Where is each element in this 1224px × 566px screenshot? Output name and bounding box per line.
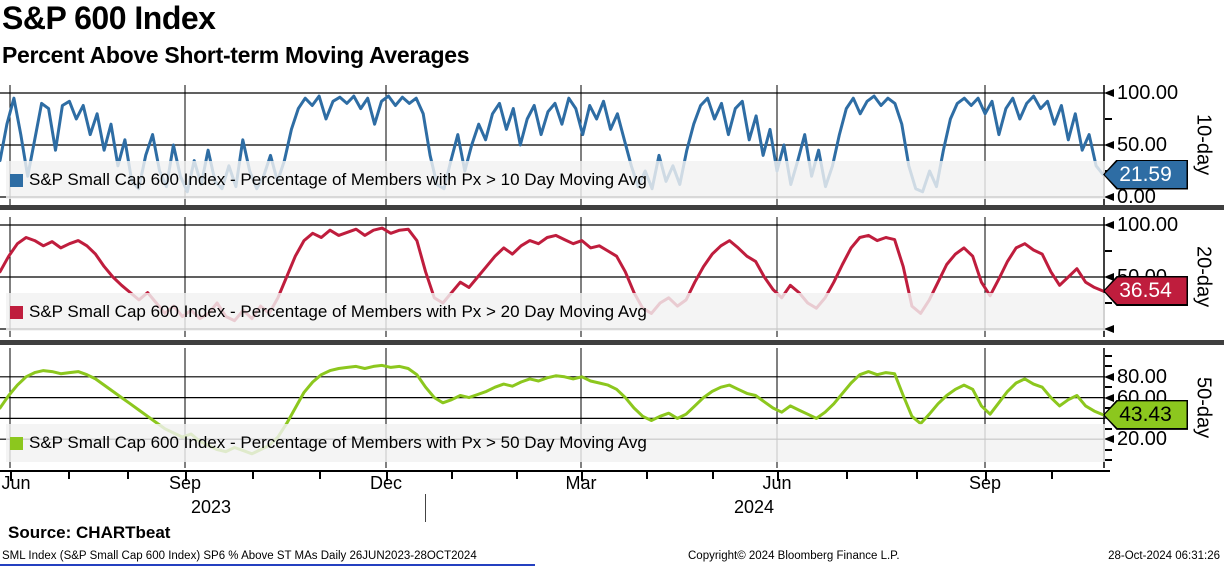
last-value-tag-50-day: 43.43	[1103, 399, 1188, 430]
y-axis-minor-tick	[1105, 386, 1112, 389]
x-axis-tick	[386, 472, 388, 481]
y-axis-label: 100.00	[1117, 82, 1179, 104]
x-axis-tick	[777, 472, 779, 481]
panel-20-day: S&P Small Cap 600 Index - Percentage of …	[0, 214, 1224, 337]
y-axis-minor-tick	[1105, 407, 1112, 409]
y-axis-tick	[1104, 273, 1114, 281]
x-axis-tick	[10, 472, 12, 481]
y-axis-minor-tick	[1105, 448, 1112, 451]
y-axis-label: 0.00	[1117, 186, 1156, 208]
legend-swatch-10-day	[10, 173, 23, 187]
panel-label-10-day: 10-day	[1192, 114, 1215, 176]
y-axis-label: 100.00	[1117, 214, 1179, 236]
last-value-tag-20-day: 36.54	[1103, 275, 1188, 306]
y-axis-minor-tick	[1105, 302, 1112, 304]
x-axis-month-label: Jun	[762, 473, 792, 493]
x-axis-tick	[516, 472, 518, 479]
y-axis-tick	[1104, 435, 1114, 444]
x-axis-tick	[711, 472, 714, 479]
y-axis-tick	[1104, 193, 1114, 201]
x-axis-tick	[581, 472, 583, 481]
x-axis-tick	[985, 472, 987, 481]
legend-label-20-day: S&P Small Cap 600 Index - Percentage of …	[29, 302, 647, 321]
y-axis-minor-tick	[1105, 427, 1112, 430]
y-axis-minor-tick	[1105, 355, 1112, 357]
panel-50-day: S&P Small Cap 600 Index - Percentage of …	[0, 348, 1224, 468]
year-separator-line	[425, 494, 426, 522]
legend-10-day: S&P Small Cap 600 Index - Percentage of …	[6, 161, 1105, 199]
bottom-accent-line	[0, 564, 535, 566]
panel-separator-1	[0, 205, 1224, 210]
x-axis-tick	[252, 472, 254, 479]
y-axis-label: 50.00	[1117, 134, 1168, 156]
legend-swatch-50-day	[10, 436, 23, 450]
x-axis-tick	[846, 472, 849, 479]
page-title: S&P 600 Index	[2, 0, 216, 36]
x-axis-tick	[319, 472, 321, 479]
panel-label-20-day: 20-day	[1192, 246, 1215, 308]
y-axis-minor-tick	[1105, 365, 1112, 368]
y-axis-tick	[1104, 372, 1114, 381]
x-axis-year-label: 2023	[190, 497, 232, 517]
x-axis-month-label: Sep	[168, 473, 202, 493]
panel-label-50-day: 50-day	[1192, 377, 1215, 439]
legend-label-50-day: S&P Small Cap 600 Index - Percentage of …	[29, 433, 647, 452]
legend-swatch-20-day	[10, 305, 23, 319]
page-subtitle: Percent Above Short-term Moving Averages	[2, 42, 470, 68]
y-axis-tick	[1104, 393, 1114, 402]
copyright-text: Copyright© 2024 Bloomberg Finance L.P.	[688, 550, 900, 562]
x-axis-line	[0, 470, 1110, 472]
x-axis-month-label: Jun	[1, 473, 31, 493]
source-label: Source: CHARTbeat	[8, 523, 171, 542]
x-axis-month-label: Sep	[968, 473, 1002, 493]
y-axis-tick	[1104, 89, 1114, 97]
panel-separator-2	[0, 340, 1224, 345]
y-axis-label: 20.00	[1117, 428, 1168, 451]
y-axis-minor-tick	[1105, 459, 1112, 461]
timestamp-text: 28-Oct-2024 06:31:26	[1108, 550, 1220, 562]
x-axis-month-label: Dec	[369, 473, 403, 493]
y-axis-tick	[1104, 221, 1114, 229]
chart-meta-text: SML Index (S&P Small Cap 600 Index) SP6 …	[2, 550, 477, 562]
last-value-tag-10-day: 21.59	[1103, 159, 1188, 190]
legend-50-day: S&P Small Cap 600 Index - Percentage of …	[6, 424, 1105, 462]
legend-label-10-day: S&P Small Cap 600 Index - Percentage of …	[29, 170, 647, 189]
panel-10-day: S&P Small Cap 600 Index - Percentage of …	[0, 82, 1224, 208]
x-axis-tick	[646, 472, 649, 479]
x-axis-tick	[185, 472, 187, 481]
x-axis-tick	[68, 472, 71, 479]
y-axis-tick	[1104, 325, 1114, 333]
y-axis-minor-tick	[1105, 118, 1112, 120]
y-axis-tick	[1104, 141, 1114, 149]
x-axis-year-label: 2024	[733, 497, 775, 517]
legend-20-day: S&P Small Cap 600 Index - Percentage of …	[6, 293, 1105, 331]
x-axis-tick	[451, 472, 453, 479]
y-axis-minor-tick	[1105, 250, 1112, 252]
y-axis-label: 80.00	[1117, 365, 1168, 388]
x-axis-tick	[915, 472, 918, 479]
x-axis-tick	[126, 472, 129, 479]
x-axis-tick	[1051, 472, 1053, 479]
x-axis-month-label: Mar	[565, 473, 597, 493]
